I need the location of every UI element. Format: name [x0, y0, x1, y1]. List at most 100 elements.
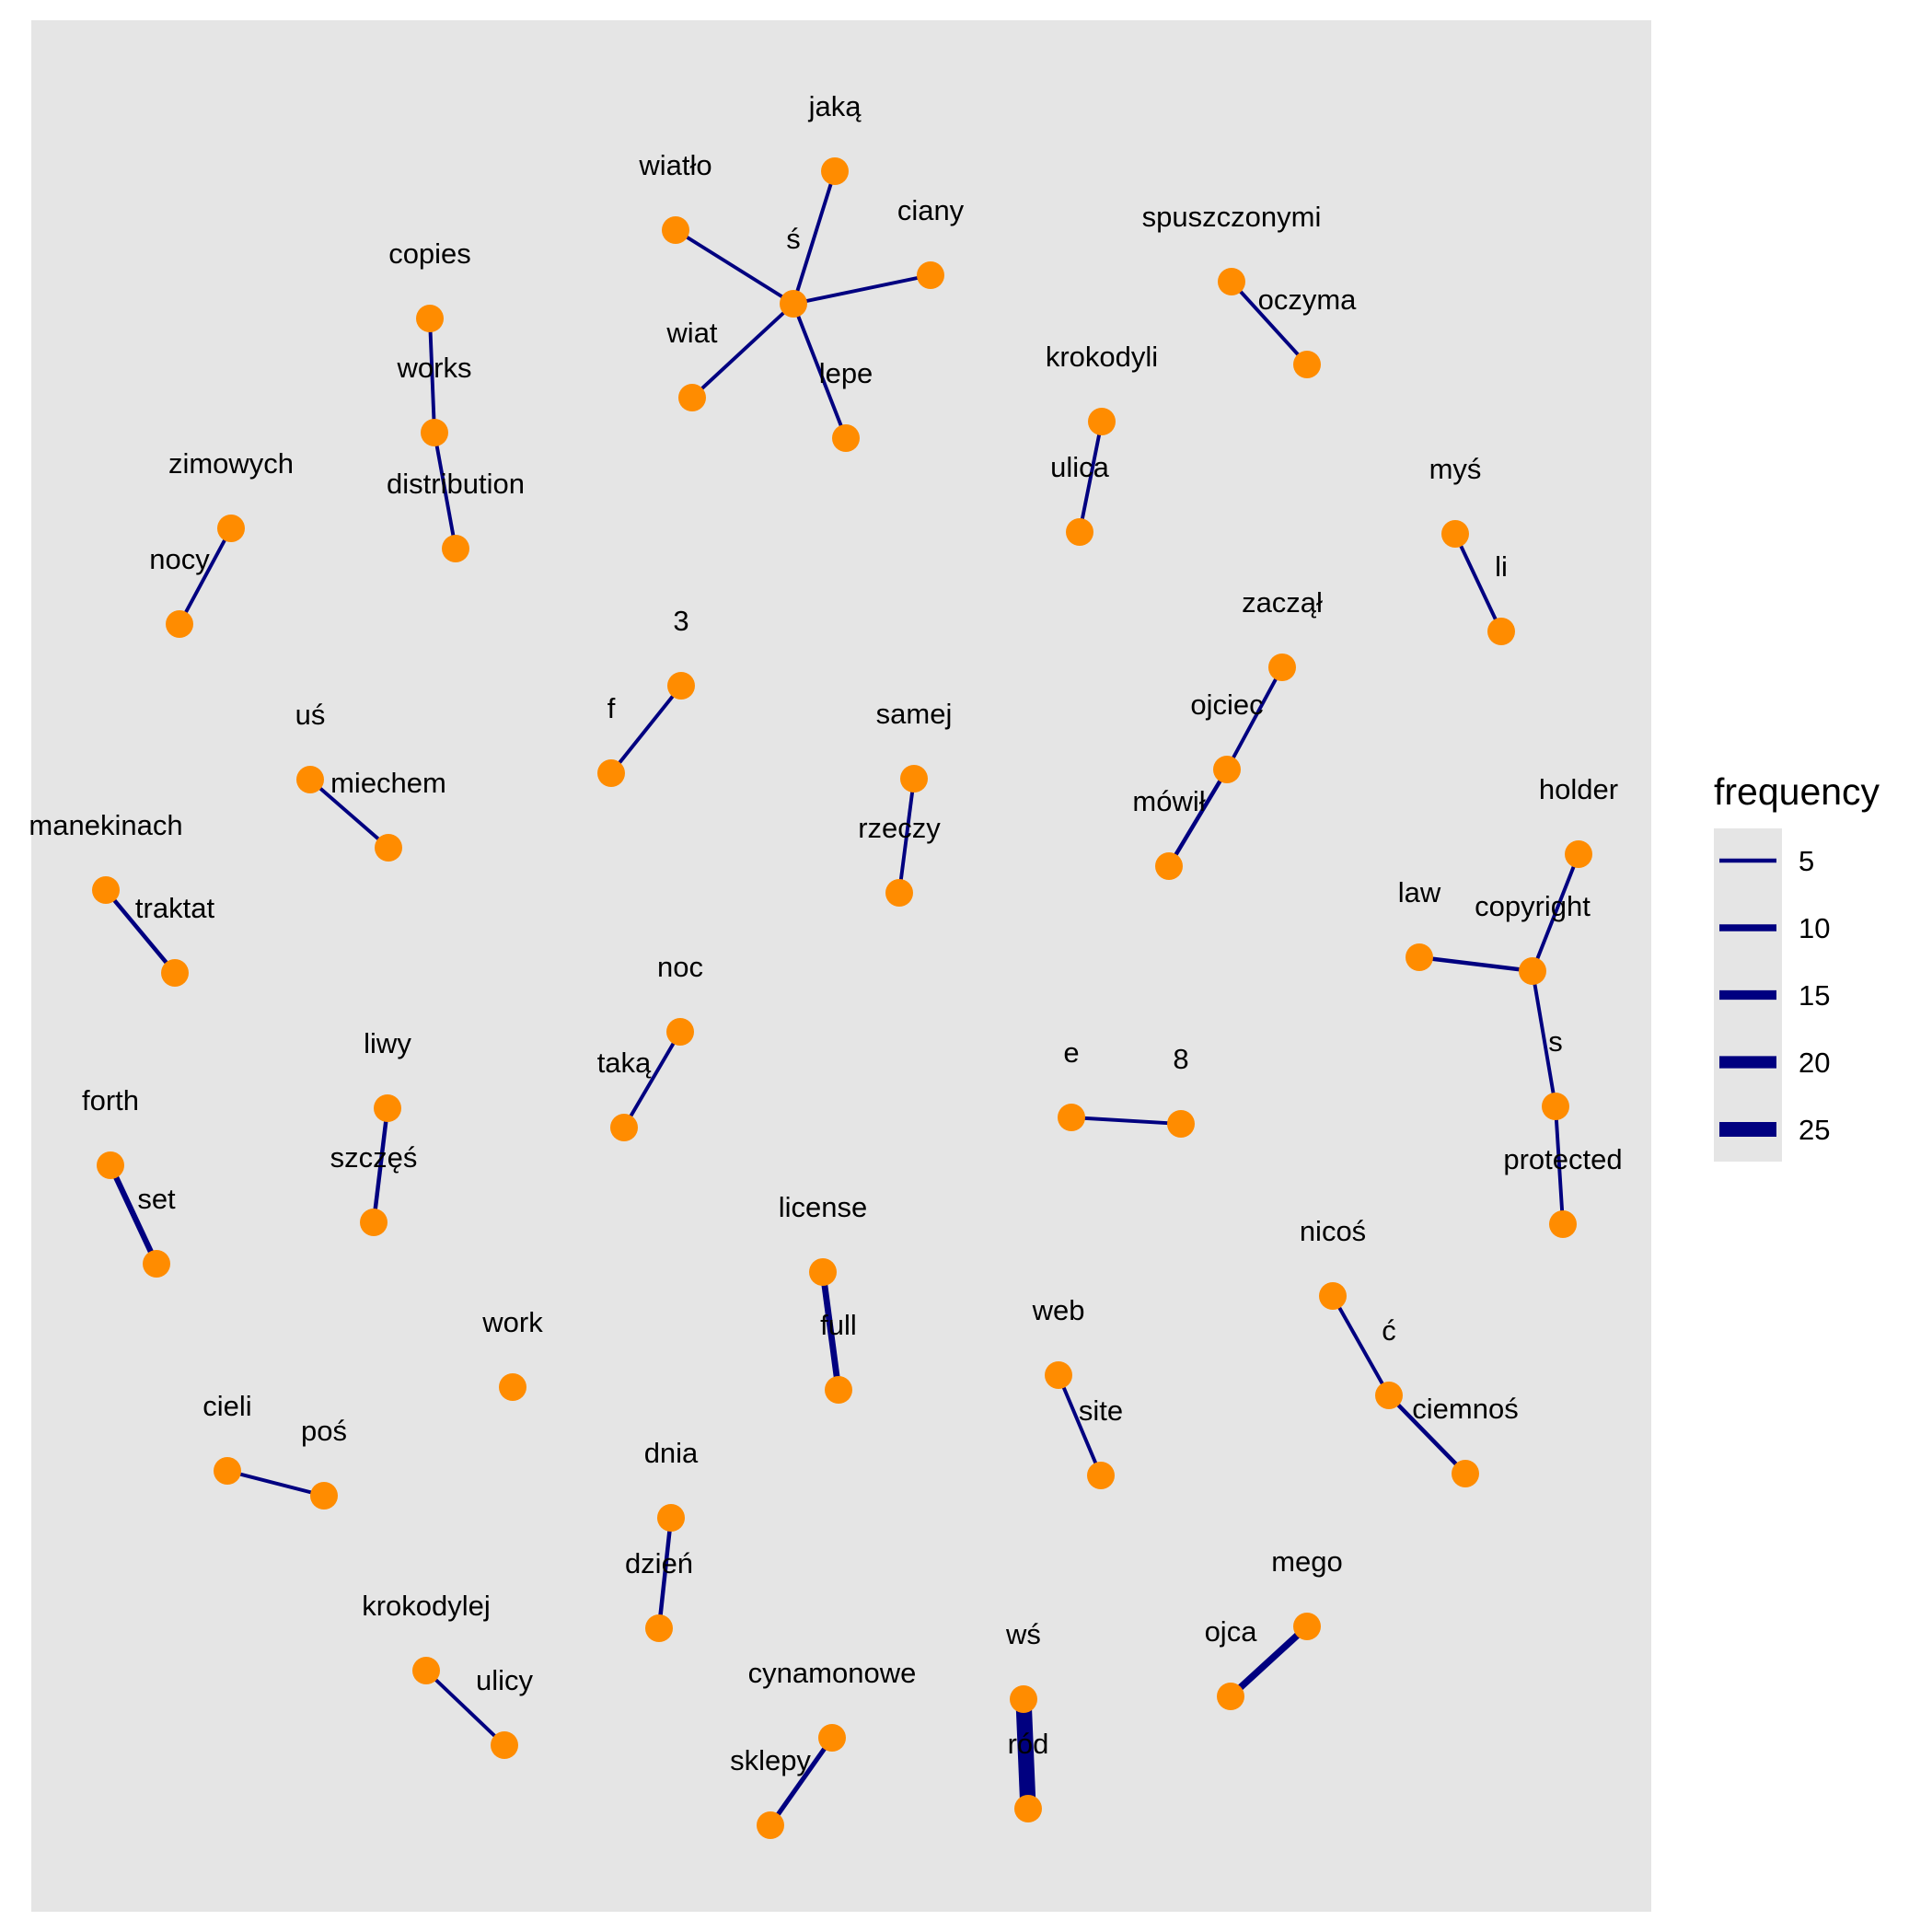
- edge-law-copyright: [1418, 954, 1533, 974]
- node-label-wiatlo: wiatło: [638, 149, 711, 181]
- node-n3: [667, 672, 695, 700]
- node-mego: [1293, 1613, 1321, 1640]
- edge-s_center-wiatlo: [674, 228, 795, 306]
- edge-mego-ojca: [1228, 1624, 1310, 1699]
- node-label-ulica: ulica: [1050, 451, 1110, 483]
- edges-layer: [104, 170, 1580, 1827]
- edge-s_center-wiat: [690, 302, 795, 399]
- node-rod: [1014, 1795, 1042, 1822]
- node-label-us: uś: [295, 699, 326, 731]
- edge-copies-works: [428, 318, 436, 434]
- edge-copyright-s: [1531, 970, 1557, 1107]
- edge-c_acute-ciemnos: [1387, 1394, 1467, 1475]
- node-traktat: [161, 959, 189, 987]
- edge-s_center-lepe: [792, 303, 848, 439]
- node-work: [499, 1373, 526, 1401]
- node-label-e: e: [1063, 1036, 1079, 1069]
- legend-key-label-20: 20: [1799, 1047, 1830, 1079]
- edge-holder-copyright: [1531, 853, 1580, 972]
- node-label-distribution: distribution: [387, 468, 525, 500]
- node-label-s: s: [1548, 1025, 1563, 1058]
- edge-cynamonowe-sklepy: [768, 1736, 835, 1827]
- node-krokodylej: [412, 1657, 440, 1684]
- node-spuszczonymi: [1218, 268, 1245, 295]
- node-copies: [416, 305, 444, 332]
- node-site: [1087, 1462, 1115, 1489]
- node-miechem: [375, 834, 402, 862]
- node-full: [825, 1376, 852, 1404]
- node-set: [143, 1250, 170, 1278]
- edge-nicos-c_acute: [1331, 1295, 1391, 1396]
- node-protected: [1549, 1210, 1577, 1238]
- edge-krokodyli-ulica: [1078, 421, 1104, 533]
- edge-forth-set: [108, 1163, 159, 1266]
- node-label-full: full: [820, 1309, 857, 1341]
- node-krokodyli: [1088, 408, 1116, 435]
- node-ulica: [1066, 518, 1093, 546]
- node-label-krokodyli: krokodyli: [1046, 341, 1158, 373]
- node-label-work: work: [481, 1306, 543, 1338]
- node-ciany: [917, 261, 944, 289]
- node-dzien: [645, 1614, 673, 1642]
- node-label-cynamonowe: cynamonowe: [748, 1657, 917, 1689]
- node-label-law: law: [1398, 876, 1441, 908]
- node-works: [421, 419, 448, 446]
- edge-web-site: [1057, 1374, 1103, 1476]
- node-label-ciemnos: ciemnoś: [1412, 1393, 1518, 1425]
- edge-s_center-jaka: [792, 170, 837, 305]
- node-c_acute: [1375, 1382, 1403, 1409]
- node-label-nocy: nocy: [149, 543, 210, 575]
- edge-e-n8: [1070, 1116, 1182, 1126]
- edge-liwy-szczes: [371, 1107, 390, 1223]
- node-f: [597, 759, 625, 787]
- plot-panel: [31, 20, 1651, 1912]
- node-jaka: [821, 157, 849, 185]
- legend-key-label-5: 5: [1799, 845, 1814, 877]
- edge-s-protected: [1554, 1105, 1565, 1225]
- node-label-wiat: wiat: [665, 317, 718, 349]
- node-label-cieli: cieli: [202, 1390, 251, 1422]
- node-zaczal: [1268, 654, 1296, 681]
- node-wiatlo: [662, 216, 689, 244]
- nodes-layer: [92, 157, 1592, 1839]
- node-copyright: [1519, 957, 1546, 985]
- edge-krokodylej-ulicy: [424, 1669, 506, 1747]
- edge-zaczal-ojciec: [1225, 666, 1284, 770]
- node-ojciec: [1213, 756, 1241, 783]
- node-label-forth: forth: [82, 1084, 139, 1116]
- node-us: [296, 766, 324, 793]
- node-ulicy: [491, 1731, 518, 1759]
- node-label-s_center: ś: [786, 223, 801, 255]
- node-label-traktat: traktat: [135, 892, 215, 924]
- edge-manekinach-traktat: [104, 888, 177, 975]
- edge-dnia-dzien: [656, 1517, 674, 1629]
- node-label-liwy: liwy: [364, 1027, 411, 1059]
- node-label-works: works: [397, 352, 472, 384]
- node-label-n3: 3: [673, 605, 688, 637]
- node-s: [1542, 1093, 1569, 1120]
- node-n8: [1167, 1110, 1195, 1138]
- node-ciemnos: [1452, 1460, 1479, 1487]
- node-label-copyright: copyright: [1475, 890, 1591, 922]
- node-label-license: license: [779, 1191, 868, 1223]
- node-label-pos: poś: [301, 1415, 347, 1447]
- edge-cieli-pos: [226, 1469, 325, 1498]
- node-label-sklepy: sklepy: [730, 1744, 811, 1776]
- node-ojca: [1217, 1683, 1244, 1710]
- node-liwy: [374, 1094, 401, 1122]
- legend-title: frequency: [1714, 770, 1880, 813]
- node-label-oczyma: oczyma: [1258, 283, 1358, 316]
- node-label-krokodylej: krokodylej: [362, 1590, 491, 1622]
- node-szczes: [360, 1209, 388, 1236]
- edge-n3-f: [609, 684, 683, 775]
- node-li: [1487, 618, 1515, 645]
- node-label-set: set: [137, 1183, 176, 1215]
- legend-key-label-25: 25: [1799, 1114, 1830, 1146]
- node-label-web: web: [1032, 1294, 1085, 1326]
- node-label-miechem: miechem: [330, 767, 446, 799]
- edge-license-full: [819, 1271, 842, 1391]
- node-label-protected: protected: [1503, 1143, 1622, 1175]
- node-label-mys: myś: [1429, 453, 1482, 485]
- edge-samej-rzeczy: [897, 778, 916, 894]
